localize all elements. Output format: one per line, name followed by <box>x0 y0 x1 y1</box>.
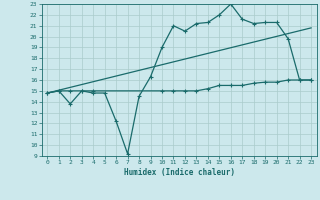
X-axis label: Humidex (Indice chaleur): Humidex (Indice chaleur) <box>124 168 235 177</box>
